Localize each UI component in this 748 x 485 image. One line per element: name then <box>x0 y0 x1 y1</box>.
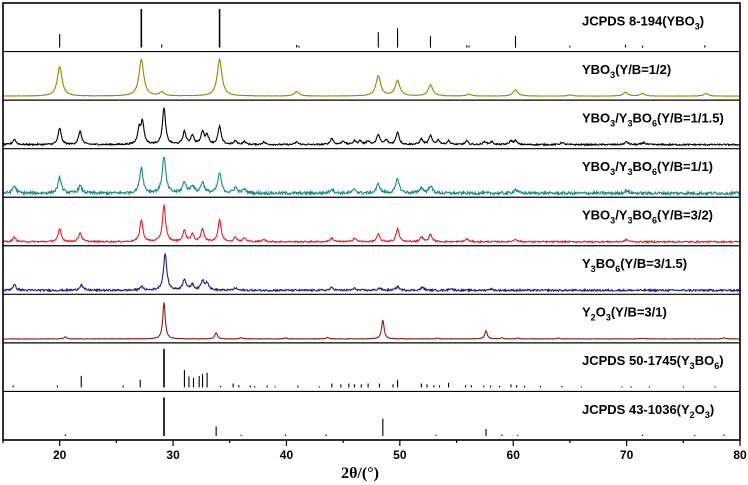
plot-frame <box>2 2 741 441</box>
panels: JCPDS 8-194(YBO3) YBO3(Y/B=1/2) YBO3/Y3BO6… <box>2 9 741 436</box>
panel-jcpds-y3bo6: JCPDS 50-1745(Y3BO6) <box>12 348 724 388</box>
panel-label: Y2O3(Y/B=3/1) <box>582 305 667 323</box>
panel-jcpds-y2o3: JCPDS 43-1036(Y2O3) <box>64 397 725 436</box>
pattern-line <box>2 156 741 197</box>
x-tick-label: 20 <box>53 448 67 462</box>
x-tick-label: 70 <box>620 448 634 462</box>
pattern-line <box>2 302 741 340</box>
plot-border <box>2 2 741 441</box>
x-tick-label: 40 <box>280 448 294 462</box>
panel-y2o3-3-1: Y2O3(Y/B=3/1) <box>2 302 741 340</box>
pattern-line <box>2 57 741 97</box>
panel-jcpds-ybo3: JCPDS 8-194(YBO3) <box>59 9 706 48</box>
x-axis-title: 2θ/(°) <box>341 465 379 482</box>
panel-ybo3-y3bo6-1-1: YBO3/Y3BO6(Y/B=1/1) <box>2 156 741 197</box>
panel-label: JCPDS 50-1745(Y3BO6) <box>582 353 724 371</box>
panel-ybo3-y3bo6-1-1-5: YBO3/Y3BO6(Y/B=1/1.5) <box>2 106 741 147</box>
panel-label: JCPDS 43-1036(Y2O3) <box>582 402 714 420</box>
panel-label: YBO3/Y3BO6(Y/B=3/2) <box>582 208 713 226</box>
panel-label: YBO3/Y3BO6(Y/B=1/1) <box>582 159 713 177</box>
x-tick-label: 60 <box>507 448 521 462</box>
pattern-line <box>2 106 741 147</box>
pattern-line <box>2 252 741 293</box>
x-tick-label: 80 <box>733 448 747 462</box>
pattern-line <box>2 204 741 244</box>
panel-y3bo6-3-1-5: Y3BO6(Y/B=3/1.5) <box>2 252 741 293</box>
panel-ybo3-y3bo6-3-2: YBO3/Y3BO6(Y/B=3/2) <box>2 204 741 244</box>
panel-label: YBO3(Y/B=1/2) <box>582 62 671 80</box>
x-axis: 20 30 40 50 60 70 80 <box>2 440 747 462</box>
panel-ybo3-1-2: YBO3(Y/B=1/2) <box>2 57 741 97</box>
panel-label: Y3BO6(Y/B=3/1.5) <box>582 256 687 274</box>
x-tick-label: 30 <box>166 448 180 462</box>
x-tick-label: 50 <box>393 448 407 462</box>
panel-label: YBO3/Y3BO6(Y/B=1/1.5) <box>582 110 724 128</box>
panel-label: JCPDS 8-194(YBO3) <box>582 13 704 31</box>
